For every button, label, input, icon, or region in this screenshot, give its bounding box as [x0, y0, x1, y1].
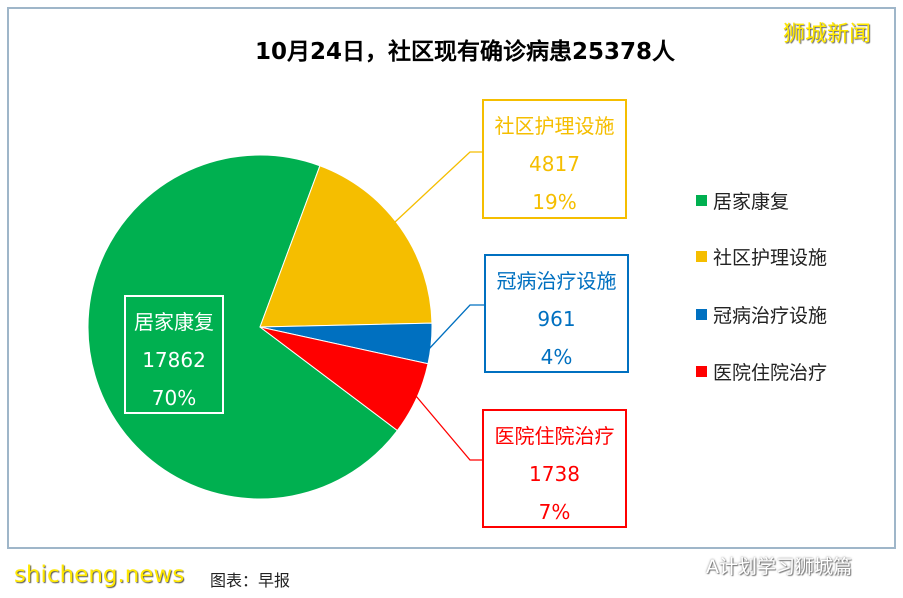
data-label-categories: 医院住院治疗: [495, 424, 615, 448]
data-label-value_labels: 17862: [142, 348, 206, 372]
data-label-percent_labels: 4%: [541, 345, 573, 369]
watermark-site: shicheng.news: [14, 562, 185, 588]
watermark-caption: 图表：早报: [210, 571, 291, 590]
legend-item-3[interactable]: 医院住院治疗: [696, 362, 827, 384]
legend-item-1[interactable]: 社区护理设施: [696, 247, 827, 269]
leader-line-3: [415, 395, 483, 461]
leader-line-2: [427, 304, 485, 351]
data-label-percent_labels: 7%: [539, 500, 571, 524]
data-label-value_labels: 961: [537, 307, 575, 331]
data-label-2: 冠病治疗设施 961 4%: [484, 254, 629, 373]
legend-swatch: [696, 195, 707, 206]
legend-item-2[interactable]: 冠病治疗设施: [696, 305, 827, 327]
legend-label: 冠病治疗设施: [713, 305, 827, 327]
data-label-1: 社区护理设施 4817 19%: [482, 99, 627, 219]
data-label-box: [482, 99, 627, 219]
legend-label: 医院住院治疗: [713, 362, 827, 384]
data-label-categories: 居家康复: [134, 310, 214, 334]
legend-label: 居家康复: [713, 191, 789, 213]
legend-swatch: [696, 251, 707, 262]
leader-line-1: [394, 151, 483, 223]
data-label-box: [484, 254, 629, 373]
data-label-box: [482, 409, 627, 528]
data-label-box: [124, 295, 224, 414]
data-label-percent_labels: 19%: [532, 190, 576, 214]
data-label-value_labels: 4817: [529, 152, 580, 176]
data-label-value_labels: 1738: [529, 462, 580, 486]
legend-swatch: [696, 366, 707, 377]
data-label-percent_labels: 70%: [152, 386, 196, 410]
data-label-3: 医院住院治疗 1738 7%: [482, 409, 627, 528]
pie-slice-3[interactable]: [259, 326, 429, 432]
pie-slice-1[interactable]: [259, 165, 433, 328]
legend-item-0[interactable]: 居家康复: [696, 191, 789, 213]
watermark-bottom-right: A计划学习狮城篇: [706, 556, 852, 578]
legend-label: 社区护理设施: [713, 247, 827, 269]
data-label-categories: 社区护理设施: [495, 114, 615, 138]
data-label-categories: 冠病治疗设施: [497, 269, 617, 293]
legend-swatch: [696, 309, 707, 320]
chart-title: 10月24日，社区现有确诊病患25378人: [255, 38, 676, 65]
data-label-0: 居家康复 17862 70%: [124, 295, 224, 414]
watermark-top-right: 狮城新闻: [783, 22, 872, 47]
